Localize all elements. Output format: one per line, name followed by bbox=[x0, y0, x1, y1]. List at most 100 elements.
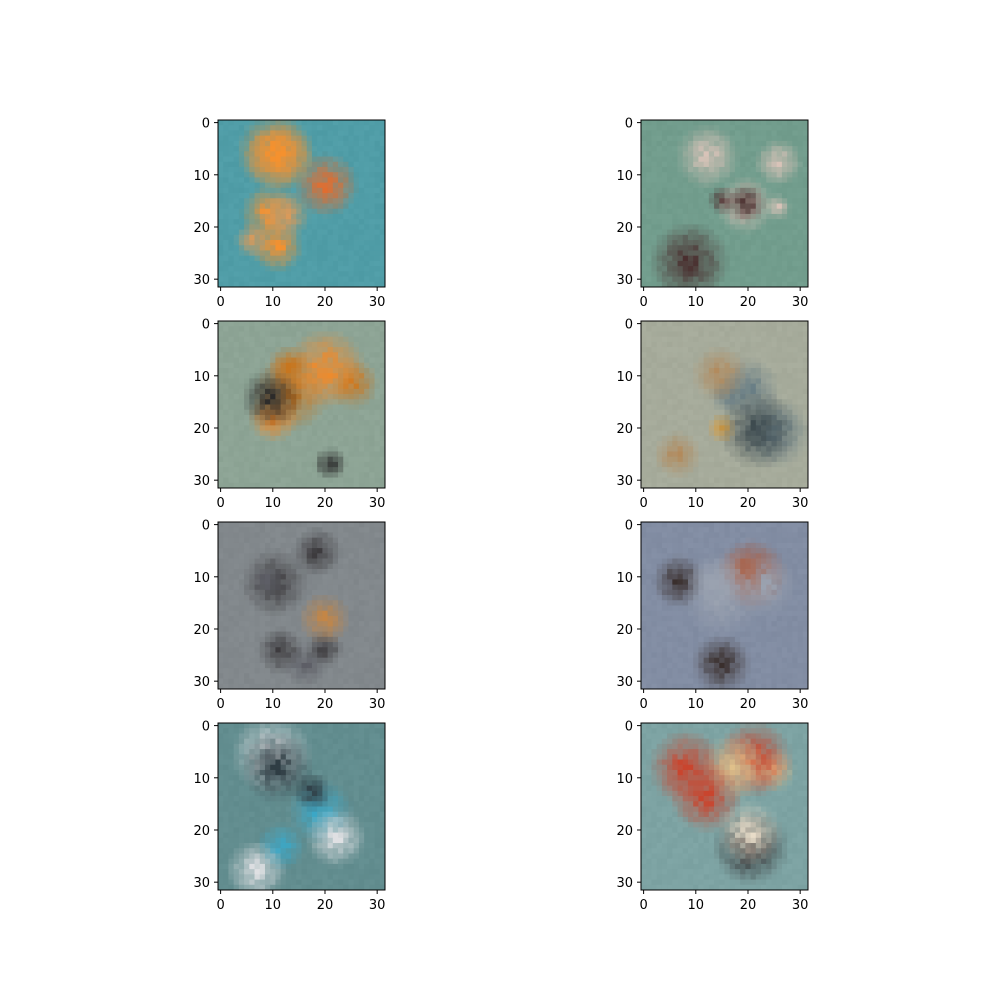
panel-5-pixel bbox=[364, 621, 370, 627]
panel-1-pixel bbox=[358, 156, 365, 163]
panel-3-pixel bbox=[327, 367, 334, 374]
panel-1-pixel bbox=[264, 224, 271, 230]
panel-3-pixel bbox=[322, 477, 328, 484]
panel-4-pixel bbox=[745, 446, 751, 452]
panel-4-pixel bbox=[714, 451, 720, 458]
panel-3-pixel bbox=[270, 352, 276, 358]
panel-2-pixel bbox=[708, 182, 715, 189]
panel-3-pixel bbox=[223, 451, 229, 458]
panel-4-pixel bbox=[651, 331, 658, 338]
panel-3-pixel bbox=[264, 394, 271, 400]
panel-2-pixel bbox=[672, 271, 678, 277]
panel-2-pixel bbox=[792, 245, 798, 251]
panel-5-pixel bbox=[311, 600, 318, 606]
panel-3-pixel bbox=[228, 414, 235, 421]
panel-4-pixel bbox=[729, 477, 736, 484]
panel-1-pixel bbox=[254, 276, 261, 283]
panel-1-pixel bbox=[238, 203, 245, 210]
panel-5-pixel bbox=[238, 553, 245, 559]
panel-4-pixel bbox=[766, 451, 772, 458]
panel-4-pixel bbox=[776, 336, 783, 343]
panel-2-pixel bbox=[661, 234, 668, 241]
panel-1-pixel bbox=[249, 187, 255, 194]
panel-2-pixel bbox=[724, 271, 731, 277]
panel-3-pixel bbox=[280, 367, 287, 374]
panel-1-pixel bbox=[317, 203, 323, 210]
panel-4-pixel bbox=[708, 404, 715, 411]
panel-3-pixel bbox=[249, 441, 255, 447]
panel-1-pixel bbox=[353, 245, 360, 251]
panel-5-pixel bbox=[238, 621, 245, 627]
panel-1-pixel bbox=[364, 120, 370, 126]
panel-2-pixel bbox=[708, 146, 715, 152]
panel-2-pixel bbox=[667, 177, 673, 184]
panel-1-pixel bbox=[327, 213, 334, 220]
panel-5-pixel bbox=[296, 621, 302, 627]
panel-5-pixel bbox=[233, 652, 240, 659]
panel-3-pixel bbox=[374, 394, 381, 400]
panel-2-pixel bbox=[766, 260, 772, 267]
panel-2-pixel bbox=[656, 208, 663, 215]
panel-2-pixel bbox=[781, 120, 788, 126]
panel-5-pixel bbox=[249, 558, 255, 565]
panel-5-pixel bbox=[358, 568, 365, 575]
panel-4-pixel bbox=[766, 362, 772, 369]
panel-2-pixel bbox=[745, 224, 751, 230]
panel-4-pixel bbox=[787, 378, 793, 385]
panel-3-pixel bbox=[358, 420, 365, 426]
panel-2-pixel bbox=[734, 135, 741, 142]
panel-2-pixel bbox=[745, 271, 751, 277]
panel-2-pixel bbox=[651, 187, 658, 194]
panel-3-pixel bbox=[285, 378, 292, 385]
panel-4-xtick-label: 10 bbox=[688, 496, 705, 511]
panel-5-pixel bbox=[249, 610, 255, 617]
panel-2-pixel bbox=[646, 203, 652, 210]
panel-1-pixel bbox=[358, 208, 365, 215]
panel-1-pixel bbox=[244, 203, 250, 210]
panel-3-pixel bbox=[270, 414, 276, 421]
panel-2-pixel bbox=[651, 193, 658, 199]
panel-5-pixel bbox=[379, 542, 386, 549]
panel-3-pixel bbox=[311, 331, 318, 338]
panel-4-pixel bbox=[672, 441, 678, 447]
panel-5-pixel bbox=[275, 647, 282, 653]
panel-2-pixel bbox=[750, 120, 757, 126]
panel-3-pixel bbox=[338, 420, 344, 426]
panel-4-pixel bbox=[729, 420, 736, 426]
panel-5-pixel bbox=[259, 579, 266, 586]
panel-1-pixel bbox=[327, 187, 334, 194]
panel-3-pixel bbox=[369, 357, 375, 364]
panel-1-pixel bbox=[369, 161, 375, 168]
panel-1-pixel bbox=[233, 140, 240, 147]
panel-3-pixel bbox=[317, 336, 323, 343]
panel-5-pixel bbox=[343, 532, 349, 539]
panel-2-pixel bbox=[651, 172, 658, 178]
panel-2-pixel bbox=[661, 151, 668, 157]
panel-3-pixel bbox=[364, 362, 370, 369]
panel-1-pixel bbox=[238, 266, 245, 272]
panel-2-pixel bbox=[802, 125, 809, 131]
panel-4-pixel bbox=[776, 467, 783, 473]
panel-2-pixel bbox=[656, 276, 663, 283]
panel-3-pixel bbox=[223, 394, 229, 400]
panel-3-pixel bbox=[374, 425, 381, 431]
panel-3-pixel bbox=[238, 373, 245, 379]
panel-1-pixel bbox=[317, 177, 323, 184]
panel-1-pixel bbox=[264, 255, 271, 262]
panel-2-pixel bbox=[646, 234, 652, 241]
panel-1-pixel bbox=[343, 166, 349, 173]
panel-1-pixel bbox=[280, 266, 287, 272]
panel-1-pixel bbox=[238, 193, 245, 199]
panel-3-ytick-label: 30 bbox=[193, 474, 210, 489]
panel-1-pixel bbox=[233, 125, 240, 131]
panel-1-pixel bbox=[306, 198, 313, 204]
panel-3-pixel bbox=[311, 472, 318, 478]
panel-3-pixel bbox=[228, 357, 235, 364]
panel-2-pixel bbox=[641, 203, 647, 210]
panel-1-pixel bbox=[270, 234, 276, 241]
panel-2-pixel bbox=[672, 224, 678, 230]
panel-5-pixel bbox=[358, 553, 365, 559]
panel-4-pixel bbox=[792, 404, 798, 411]
panel-4-pixel bbox=[787, 336, 793, 343]
panel-2-pixel bbox=[802, 281, 809, 288]
